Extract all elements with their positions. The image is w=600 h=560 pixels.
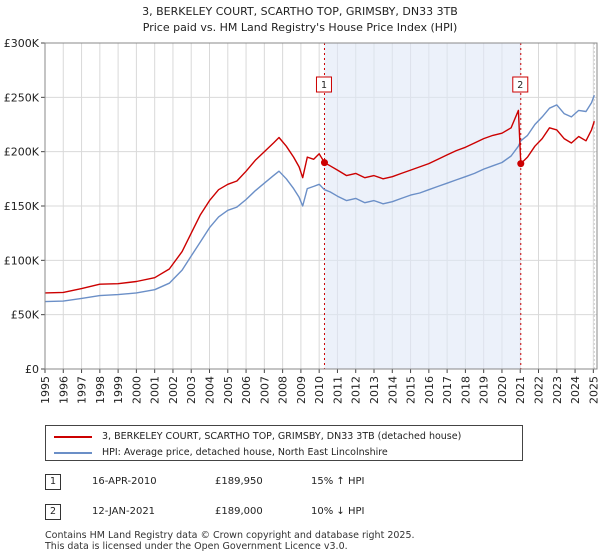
footer-attribution: Contains HM Land Registry data © Crown c… [45,530,415,552]
x-tick-label: 2021 [514,376,527,404]
x-tick-label: 2025 [587,376,600,404]
x-tick-label: 1998 [94,376,107,404]
legend-item-property: 3, BERKELEY COURT, SCARTHO TOP, GRIMSBY,… [54,431,461,442]
x-tick-label: 1999 [112,376,125,404]
chart-subtitle: Price paid vs. HM Land Registry's House … [143,21,458,34]
y-tick-label: £200K [4,146,40,159]
x-axis-ticks: 1995 1996 1997 1998 1999 2000 2001 2002 2003 2004… [39,42,600,404]
x-tick-label: 2020 [496,376,509,404]
legend-swatch-hpi [54,451,92,454]
x-tick-label: 2001 [149,376,162,404]
sale-label-box [512,76,529,93]
x-tick-label: 2000 [130,376,143,404]
plot-frame [44,42,598,370]
x-tick-label: 2019 [478,376,491,404]
x-tick-label: 2009 [295,376,308,404]
x-tick-label: 2007 [258,376,271,404]
ownership-period-shading [323,43,522,369]
transaction-date: 16-APR-2010 [92,476,157,487]
x-tick-label: 2003 [185,376,198,404]
footer-line-1: Contains HM Land Registry data © Crown c… [45,530,415,541]
series-lines [44,94,595,303]
transaction-row: 2 12-JAN-2021 £189,000 10% ↓ HPI [45,504,405,522]
y-axis-ticks: £0 £50K £100K £150K £200K £250K £300K [4,37,45,376]
shaded-region [324,43,521,369]
transaction-hpi-diff: 10% ↓ HPI [311,506,365,517]
legend-label-property: 3, BERKELEY COURT, SCARTHO TOP, GRIMSBY,… [102,431,462,442]
y-tick-label: £300K [4,37,40,50]
x-tick-label: 2013 [368,376,381,404]
y-tick-label: £250K [4,91,40,104]
legend-swatch-property [54,435,92,438]
transaction-price: £189,950 [215,476,263,487]
sale-point [320,159,328,167]
y-tick-label: £100K [4,254,40,267]
x-tick-label: 2016 [423,376,436,404]
transaction-date: 12-JAN-2021 [92,506,156,517]
x-tick-label: 2010 [313,376,326,404]
x-tick-label: 2002 [167,376,180,404]
sale-point [517,160,525,168]
transaction-number: 1 [45,474,61,490]
x-tick-label: 1997 [76,376,89,404]
series-line [44,109,595,294]
x-tick-label: 2018 [459,376,472,404]
chart-title: 3, BERKELEY COURT, SCARTHO TOP, GRIMSBY,… [142,5,458,18]
y-tick-label: £50K [11,309,40,322]
legend: 3, BERKELEY COURT, SCARTHO TOP, GRIMSBY,… [45,425,523,461]
x-tick-label: 2008 [277,376,290,404]
x-tick-label: 2023 [551,376,564,404]
sale-label: 2 [517,80,523,91]
x-tick-label: 1996 [57,376,70,404]
transaction-price: £189,000 [215,506,263,517]
x-tick-label: 2005 [222,376,235,404]
y-tick-label: £0 [25,363,39,376]
x-tick-label: 2024 [569,376,582,404]
x-tick-label: 2006 [240,376,253,404]
transaction-row: 1 16-APR-2010 £189,950 15% ↑ HPI [45,474,405,492]
grid-lines [44,42,597,370]
legend-label-hpi: HPI: Average price, detached house, Nort… [102,447,388,458]
x-tick-label: 2017 [441,376,454,404]
transaction-number: 2 [45,504,61,520]
x-tick-label: 2012 [350,376,363,404]
x-tick-label: 1995 [39,376,52,404]
x-tick-label: 2022 [533,376,546,404]
sale-label: 1 [321,80,327,91]
sale-label-box [315,76,332,93]
price-chart: 3, BERKELEY COURT, SCARTHO TOP, GRIMSBY,… [4,5,600,404]
x-tick-label: 2004 [204,376,217,404]
transaction-hpi-diff: 15% ↑ HPI [311,476,365,487]
x-tick-label: 2015 [405,376,418,404]
legend-item-hpi: HPI: Average price, detached house, Nort… [54,447,388,458]
y-tick-label: £150K [4,200,40,213]
x-tick-label: 2014 [386,376,399,404]
footer-line-2: This data is licensed under the Open Gov… [45,541,348,552]
series-line [44,94,595,303]
x-tick-label: 2011 [331,376,344,404]
